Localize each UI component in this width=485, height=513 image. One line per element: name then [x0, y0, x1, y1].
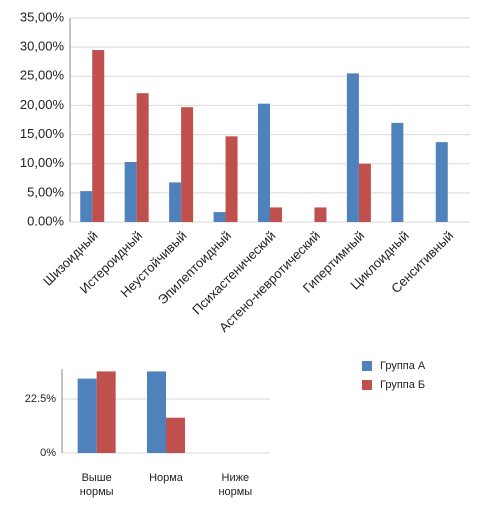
y-tick-label: 15,00%: [20, 126, 65, 141]
bar: [136, 93, 149, 222]
y-tick-label: 30,00%: [20, 39, 65, 54]
x-tick-label: Ниже нормы: [218, 472, 253, 498]
bar: [435, 142, 448, 222]
bar: [270, 207, 282, 222]
bar: [77, 378, 97, 453]
bar: [391, 122, 404, 222]
bar: [80, 191, 93, 222]
x-tick-label: Психастенический: [189, 228, 278, 317]
bar: [124, 161, 137, 222]
legend-swatch: [362, 361, 372, 371]
bar: [358, 163, 371, 222]
bar: [314, 207, 327, 222]
y-tick-label: 20,00%: [20, 97, 65, 112]
y-tick-label: 25,00%: [20, 68, 65, 83]
legend-swatch: [362, 380, 372, 390]
y-tick-label: 0%: [40, 447, 56, 459]
bar: [169, 182, 182, 222]
bar: [166, 417, 185, 453]
y-tick-label: 35,00%: [20, 9, 65, 24]
y-tick-label: 22.5%: [25, 393, 56, 405]
bar: [181, 107, 194, 222]
legend-label: Группа А: [380, 360, 426, 372]
y-tick-label: 0.00%: [27, 213, 64, 228]
bar: [225, 136, 238, 222]
y-tick-label: 10,00%: [20, 155, 65, 170]
bar: [147, 371, 166, 453]
bar: [213, 212, 226, 222]
x-tick-label: Выше нормы: [79, 472, 114, 498]
bar: [92, 50, 105, 222]
bar: [258, 103, 270, 222]
x-tick-label: Норма: [149, 472, 183, 484]
bar: [96, 371, 116, 453]
bar: [346, 73, 359, 222]
y-tick-label: 5,00%: [27, 184, 64, 199]
legend-label: Группа Б: [380, 379, 425, 391]
